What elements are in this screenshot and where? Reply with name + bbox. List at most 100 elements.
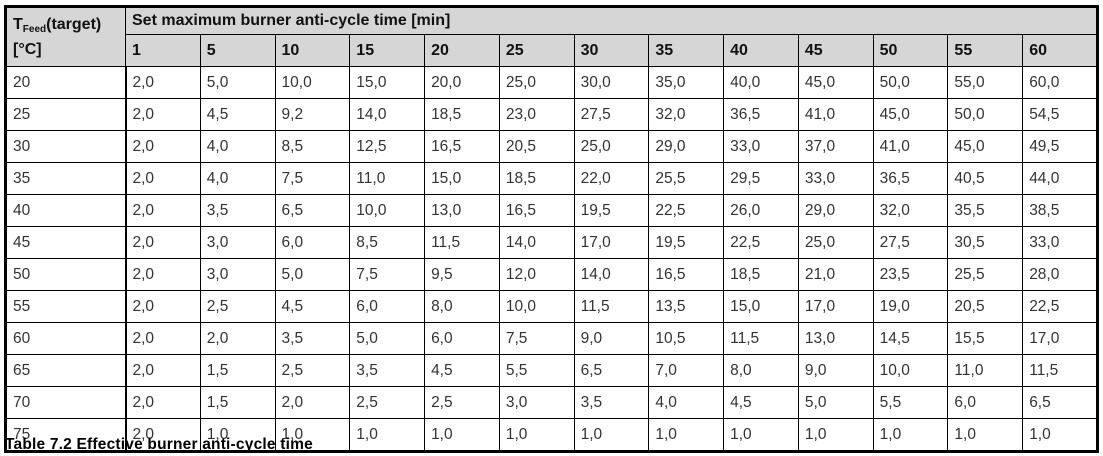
value-cell: 5,0	[349, 322, 426, 355]
value-cell: 1,0	[199, 418, 276, 452]
tfeed-subscript: Feed	[22, 24, 47, 36]
value-cell: 9,5	[424, 258, 500, 291]
value-cell: 20,0	[424, 66, 500, 99]
value-cell: 50,0	[947, 98, 1024, 131]
value-cell: 41,0	[797, 98, 874, 131]
value-cell: 9,0	[797, 354, 874, 387]
value-cell: 1,0	[498, 418, 575, 452]
time-col-header: 40	[723, 34, 799, 67]
value-cell: 9,0	[573, 322, 650, 355]
value-cell: 18,5	[424, 98, 500, 131]
value-cell: 1,0	[1022, 418, 1098, 452]
temp-cell: 35	[5, 162, 127, 195]
value-cell: 55,0	[947, 66, 1024, 99]
value-cell: 7,5	[349, 258, 426, 291]
value-cell: 1,0	[424, 418, 500, 452]
value-cell: 36,5	[872, 162, 949, 195]
value-cell: 10,0	[498, 290, 575, 323]
value-cell: 2,5	[424, 386, 500, 419]
value-cell: 8,5	[349, 226, 426, 259]
value-cell: 11,5	[1022, 354, 1098, 387]
value-cell: 1,0	[947, 418, 1024, 452]
table-header: TFeed(target) [°C] Set maximum burner an…	[5, 6, 1098, 67]
value-cell: 6,5	[573, 354, 650, 387]
value-cell: 19,0	[872, 290, 949, 323]
value-cell: 2,0	[274, 386, 351, 419]
value-cell: 2,0	[125, 354, 201, 387]
value-cell: 4,0	[199, 130, 276, 163]
value-cell: 54,5	[1022, 98, 1098, 131]
value-cell: 6,0	[274, 226, 351, 259]
value-cell: 6,5	[274, 194, 351, 227]
time-col-header: 1	[125, 34, 201, 67]
value-cell: 50,0	[872, 66, 949, 99]
value-cell: 15,0	[424, 162, 500, 195]
value-cell: 4,0	[648, 386, 725, 419]
temp-cell: 70	[5, 386, 127, 419]
time-col-header: 20	[424, 34, 500, 67]
value-cell: 2,0	[125, 386, 201, 419]
temp-cell: 60	[5, 322, 127, 355]
value-cell: 15,0	[723, 290, 799, 323]
value-cell: 12,0	[498, 258, 575, 291]
value-cell: 10,0	[274, 66, 351, 99]
table-row: 45 2,0 3,0 6,0 8,5 11,5 14,0 17,0 19,5 22,5 25,0 27…	[5, 226, 1098, 259]
unit-label: [°C]	[13, 40, 42, 58]
value-cell: 18,5	[498, 162, 575, 195]
value-cell: 3,5	[349, 354, 426, 387]
value-cell: 10,0	[872, 354, 949, 387]
temp-cell: 20	[5, 66, 127, 99]
value-cell: 2,0	[125, 162, 201, 195]
value-cell: 5,5	[872, 386, 949, 419]
value-cell: 4,5	[199, 98, 276, 131]
value-cell: 4,5	[274, 290, 351, 323]
value-cell: 5,0	[199, 66, 276, 99]
value-cell: 2,5	[199, 290, 276, 323]
time-col-header: 50	[872, 34, 949, 67]
temp-cell: 25	[5, 98, 127, 131]
value-cell: 16,5	[424, 130, 500, 163]
value-cell: 16,5	[498, 194, 575, 227]
value-cell: 25,5	[648, 162, 725, 195]
value-cell: 22,5	[723, 226, 799, 259]
value-cell: 2,0	[125, 322, 201, 355]
value-cell: 25,0	[498, 66, 575, 99]
table-row: 30 2,0 4,0 8,5 12,5 16,5 20,5 25,0 29,0 33,0 37,0 4…	[5, 130, 1098, 163]
value-cell: 1,5	[199, 354, 276, 387]
table-row: 25 2,0 4,5 9,2 14,0 18,5 23,0 27,5 32,0 36,5 41,0 4…	[5, 98, 1098, 131]
value-cell: 2,5	[349, 386, 426, 419]
value-cell: 32,0	[648, 98, 725, 131]
time-col-header: 15	[349, 34, 426, 67]
value-cell: 7,5	[498, 322, 575, 355]
value-cell: 1,0	[573, 418, 650, 452]
value-cell: 2,0	[199, 322, 276, 355]
value-cell: 15,5	[947, 322, 1024, 355]
value-cell: 29,0	[648, 130, 725, 163]
table-row: 60 2,0 2,0 3,5 5,0 6,0 7,5 9,0 10,5 11,5 13,0 14,5 1…	[5, 322, 1098, 355]
table-row: 50 2,0 3,0 5,0 7,5 9,5 12,0 14,0 16,5 18,5 21,0 23,…	[5, 258, 1098, 291]
table-caption: Table 7.2 Effective burner anti-cycle ti…	[5, 436, 313, 453]
value-cell: 25,0	[573, 130, 650, 163]
value-cell: 3,0	[199, 226, 276, 259]
value-cell: 6,5	[1022, 386, 1098, 419]
value-cell: 1,0	[723, 418, 799, 452]
temp-cell: 75	[5, 418, 127, 452]
value-cell: 45,0	[947, 130, 1024, 163]
temp-cell: 65	[5, 354, 127, 387]
value-cell: 17,0	[797, 290, 874, 323]
value-cell: 14,0	[349, 98, 426, 131]
table-row: 65 2,0 1,5 2,5 3,5 4,5 5,5 6,5 7,0 8,0 9,0 10,0 11,0…	[5, 354, 1098, 387]
value-cell: 44,0	[1022, 162, 1098, 195]
time-col-header: 60	[1022, 34, 1098, 67]
value-cell: 28,0	[1022, 258, 1098, 291]
value-cell: 11,5	[723, 322, 799, 355]
value-cell: 10,5	[648, 322, 725, 355]
value-cell: 19,5	[573, 194, 650, 227]
value-cell: 1,0	[349, 418, 426, 452]
value-cell: 11,5	[424, 226, 500, 259]
table-row: 40 2,0 3,5 6,5 10,0 13,0 16,5 19,5 22,5 26,0 29,0 3…	[5, 194, 1098, 227]
value-cell: 45,0	[872, 98, 949, 131]
value-cell: 3,0	[498, 386, 575, 419]
value-cell: 14,5	[872, 322, 949, 355]
value-cell: 49,5	[1022, 130, 1098, 163]
